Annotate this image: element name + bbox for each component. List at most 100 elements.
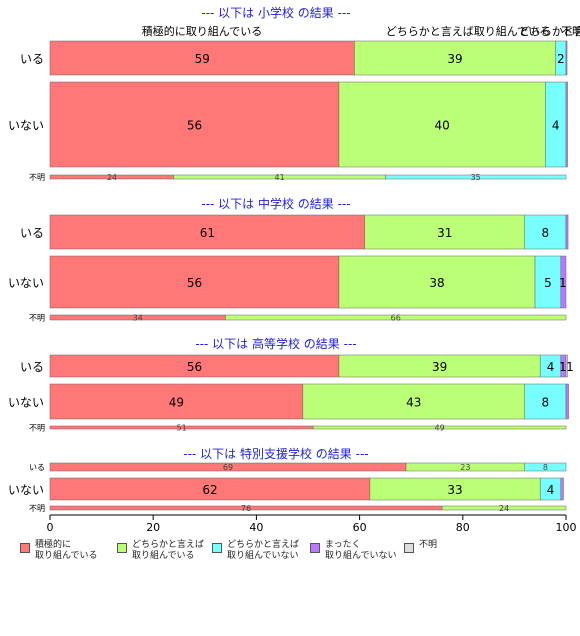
- annotation-0: 積極的に取り組んでいる: [142, 24, 262, 38]
- data-label-0-0-2: 2: [557, 52, 565, 66]
- data-label-3-2-1: 24: [499, 504, 509, 513]
- data-label-2-2-1: 49: [434, 424, 444, 433]
- bar-segment-1-0-1: [364, 214, 525, 250]
- data-label-2-0-3: 1: [559, 360, 567, 374]
- bar-segment-3-2-1: [441, 505, 567, 511]
- x-tick-label-0: 0: [47, 521, 54, 534]
- bar-segment-2-1-3: [565, 383, 569, 420]
- legend-swatch-0: [20, 543, 30, 553]
- row-label-0-0: いる: [20, 52, 44, 66]
- row-label-1-2: 不明: [29, 314, 45, 323]
- data-label-2-0-4: 1: [566, 360, 574, 374]
- bar-segment-1-1-3: [560, 255, 567, 309]
- data-label-2-1-0: 49: [169, 396, 184, 410]
- bar-segment-2-1-2: [524, 383, 567, 420]
- data-label-1-1-1: 38: [429, 276, 444, 290]
- data-label-1-1-3: 1: [559, 276, 567, 290]
- data-label-0-1-1: 40: [435, 119, 450, 133]
- legend-swatch-1: [117, 543, 127, 553]
- data-label-1-0-2: 8: [542, 226, 550, 240]
- data-label-3-1-0: 62: [202, 483, 217, 497]
- bar-segment-2-2-1: [312, 425, 567, 430]
- bar-segment-1-0-2: [524, 214, 567, 250]
- bar-segment-2-0-4: [565, 354, 568, 378]
- row-label-3-2: 不明: [29, 504, 45, 513]
- data-label-3-0-1: 23: [460, 463, 470, 472]
- bar-segment-0-2-2: [385, 174, 567, 180]
- legend-label-3: まったく 取り組んでいない: [325, 540, 397, 561]
- legend-item-1: どちらかと言えば 取り組んでいる: [117, 540, 204, 562]
- panel-title-1: --- 以下は 中学校 の結果 ---: [201, 196, 350, 211]
- legend-swatch-4: [404, 543, 414, 553]
- data-label-0-2-1: 41: [275, 173, 285, 182]
- legend-swatch-2: [212, 543, 222, 553]
- bar-segment-3-0-2: [524, 462, 567, 472]
- x-tick-label-4: 80: [456, 521, 470, 534]
- data-label-1-2-0: 34: [133, 314, 143, 323]
- bar-segment-1-0-3: [565, 214, 569, 250]
- x-tick-label-1: 20: [146, 521, 160, 534]
- data-label-3-0-0: 69: [223, 463, 233, 472]
- bar-segment-2-1-0: [49, 383, 304, 420]
- row-label-2-1: いない: [8, 396, 44, 410]
- x-tick-label-3: 60: [353, 521, 367, 534]
- data-label-0-1-0: 56: [187, 119, 202, 133]
- row-label-0-1: いない: [8, 119, 44, 133]
- annotation-2: どちらかと言えば: [519, 25, 580, 38]
- legend-item-4: 不明: [404, 540, 437, 553]
- data-label-3-1-2: 4: [547, 483, 555, 497]
- data-label-3-1-1: 33: [447, 483, 462, 497]
- data-label-1-0-1: 31: [437, 226, 452, 240]
- legend-label-1: どちらかと言えば 取り組んでいる: [132, 540, 205, 561]
- bar-segment-2-1-1: [302, 383, 525, 420]
- panel-title-0: --- 以下は 小学校 の結果 ---: [201, 5, 350, 20]
- legend-item-0: 積極的に 取り組んでいる: [20, 540, 98, 562]
- data-label-2-0-0: 56: [187, 360, 202, 374]
- row-label-2-0: いる: [20, 360, 44, 374]
- panel-title-2: --- 以下は 高等学校 の結果 ---: [195, 336, 356, 351]
- legend-label-2: どちらかと言えば 取り組んでいない: [227, 540, 300, 561]
- legend-item-3: まったく 取り組んでいない: [310, 540, 397, 562]
- bar-segment-0-0-1: [354, 40, 556, 76]
- data-label-3-2-0: 76: [241, 504, 251, 513]
- data-label-0-0-1: 39: [447, 52, 462, 66]
- data-label-2-1-1: 43: [406, 396, 421, 410]
- data-label-3-0-2: 8: [543, 463, 548, 472]
- row-label-1-0: いる: [20, 226, 44, 240]
- bar-segment-0-1-3: [565, 81, 568, 168]
- x-tick-label-2: 40: [249, 521, 263, 534]
- x-tick-label-5: 100: [556, 521, 577, 534]
- row-label-1-1: いない: [8, 276, 44, 290]
- data-label-1-2-1: 66: [391, 314, 401, 323]
- bar-segment-1-2-1: [225, 314, 567, 321]
- data-label-2-2-0: 51: [176, 424, 186, 433]
- data-label-1-1-2: 5: [544, 276, 552, 290]
- bar-segment-1-1-2: [534, 255, 562, 309]
- panel-title-3: --- 以下は 特別支援学校 の結果 ---: [183, 446, 368, 461]
- bar-segment-0-1-0: [49, 81, 340, 168]
- legend-label-0: 積極的に 取り組んでいる: [35, 540, 98, 561]
- data-label-2-0-1: 39: [432, 360, 447, 374]
- bar-segment-3-1-3: [560, 477, 564, 501]
- bar-segment-1-1-0: [49, 255, 340, 309]
- annotation-1: どちらかと言えば取り組んでいる: [386, 25, 550, 38]
- chart-legend: 積極的に 取り組んでいる どちらかと言えば 取り組んでいる どちらかと言えば 取…: [20, 540, 580, 570]
- bar-segment-0-0-3: [565, 40, 568, 76]
- bar-segment-0-1-1: [338, 81, 546, 168]
- legend-label-4: 不明: [419, 540, 438, 550]
- row-label-3-1: いない: [8, 483, 44, 497]
- bar-segment-0-0-0: [49, 40, 355, 76]
- bar-segment-1-0-0: [49, 214, 366, 250]
- data-label-0-1-2: 4: [552, 119, 560, 133]
- legend-item-2: どちらかと言えば 取り組んでいない: [212, 540, 299, 562]
- data-label-0-2-2: 35: [471, 173, 481, 182]
- data-label-2-1-2: 8: [542, 396, 550, 410]
- data-label-1-0-0: 61: [200, 226, 215, 240]
- legend-swatch-3: [310, 543, 320, 553]
- row-label-2-2: 不明: [29, 424, 45, 433]
- row-label-0-2: 不明: [29, 173, 45, 182]
- row-label-3-0: いる: [29, 463, 45, 472]
- data-label-0-2-0: 24: [107, 173, 117, 182]
- data-label-1-1-0: 56: [187, 276, 202, 290]
- annotation-3: 不明: [561, 25, 580, 38]
